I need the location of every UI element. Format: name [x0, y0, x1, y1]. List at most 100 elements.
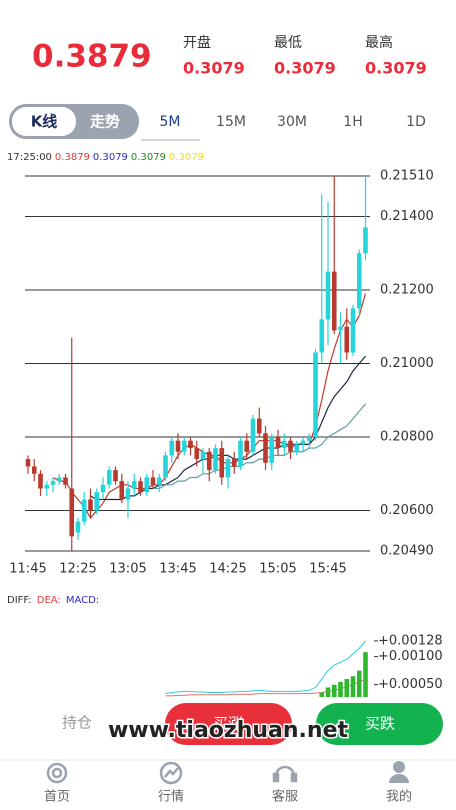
candle-body — [300, 440, 306, 445]
candle-body — [100, 484, 106, 493]
position-tab[interactable]: 持仓 — [62, 714, 92, 732]
current-price: 0.3879 — [32, 39, 152, 75]
info-value: 0.3879 — [55, 152, 90, 163]
candle-body — [219, 448, 225, 478]
toggle-active[interactable] — [12, 107, 76, 136]
candle-body — [169, 440, 175, 456]
candle-body — [231, 459, 237, 467]
toggle-option[interactable]: 走势 — [90, 113, 120, 131]
candle-body — [81, 499, 87, 522]
candle-body — [138, 481, 143, 493]
stat-value: 0.3079 — [365, 59, 427, 78]
candle-body — [44, 484, 50, 489]
candle-body — [94, 492, 100, 511]
legend-label: MACD: — [66, 595, 99, 606]
candle-body — [181, 440, 187, 452]
icon-service-ear — [290, 772, 298, 783]
period-tab[interactable]: 5M — [160, 114, 181, 130]
candle-body — [344, 326, 350, 353]
candle-body — [75, 521, 81, 533]
icon-service-ear — [272, 772, 280, 783]
nav-label[interactable]: 我的 — [386, 789, 412, 805]
icon-market-line — [164, 767, 179, 778]
watermark: www.tiaozhuan.net — [108, 718, 349, 743]
icon-home[interactable] — [46, 762, 68, 784]
moving-average — [52, 293, 367, 519]
candle-body — [244, 440, 250, 452]
candle-body — [263, 433, 268, 463]
x-tick-label: 13:45 — [159, 562, 196, 577]
info-time: 17:25:00 — [7, 152, 52, 163]
icon-market[interactable] — [159, 761, 183, 785]
legend-label: DIFF: — [7, 595, 32, 606]
icon-home-core — [51, 767, 63, 779]
candle-chart: 0.20490 0.20600 0.20800 0.21000 0.21200 0.214… — [9, 169, 434, 577]
candle-body — [294, 444, 300, 452]
buy-down-label[interactable]: 买跌 — [365, 715, 395, 733]
y-tick-label: +0.00050 — [378, 677, 443, 692]
x-tick-label: 15:05 — [259, 562, 296, 577]
candle-body — [194, 448, 200, 460]
candle-body — [31, 466, 37, 474]
info-value: 0.3079 — [131, 152, 166, 163]
x-tick-label: 11:45 — [9, 562, 46, 577]
icon-me[interactable] — [393, 761, 405, 773]
candle-body — [338, 326, 343, 331]
stat-value: 0.3079 — [274, 59, 336, 78]
toggle-option[interactable]: K线 — [31, 113, 58, 131]
macd-bar — [325, 687, 331, 697]
x-tick-label: 13:05 — [109, 562, 146, 577]
buy-up-label[interactable]: 买涨 — [213, 715, 243, 733]
info-value: 0.3079 — [169, 152, 204, 163]
candle-body — [119, 481, 125, 500]
y-tick-label: 0.21000 — [380, 356, 434, 371]
candle-body — [175, 440, 181, 452]
nav-label[interactable]: 行情 — [158, 790, 184, 805]
period-tab[interactable]: 1D — [406, 114, 426, 130]
icon-me-body — [389, 774, 409, 783]
candle-body — [56, 477, 62, 482]
macd-bar — [338, 681, 343, 697]
moving-average — [153, 403, 366, 490]
stat-value: 0.3079 — [183, 59, 245, 78]
candle-body — [331, 271, 337, 331]
candle-body — [319, 319, 325, 353]
macd-bar — [319, 692, 325, 697]
candle-body — [131, 481, 137, 489]
x-tick-label: 12:25 — [59, 562, 96, 577]
y-tick-label: 0.20800 — [380, 430, 434, 445]
candle-body — [275, 437, 281, 449]
candle-body — [256, 418, 262, 434]
x-tick-label: 14:25 — [209, 562, 246, 577]
period-tab[interactable]: 30M — [277, 114, 307, 130]
candle-body — [313, 352, 318, 438]
y-tick-label: +0.00128 — [378, 633, 443, 648]
candle-body — [213, 448, 218, 471]
candle-body — [50, 481, 56, 485]
macd-bar — [363, 652, 368, 697]
macd-bar — [350, 676, 356, 697]
y-tick-label: 0.20490 — [380, 544, 434, 559]
candle-body — [113, 470, 118, 482]
nav-label[interactable]: 客服 — [272, 789, 298, 805]
macd-bar — [331, 684, 337, 697]
candle-body — [206, 451, 212, 471]
candle-body — [281, 440, 287, 449]
buy-up-button[interactable] — [165, 703, 292, 745]
candle-body — [188, 440, 193, 449]
info-row: 17:25:00 0.3879 0.3079 0.3079 0.3079 — [7, 152, 204, 163]
candle-body — [238, 440, 243, 467]
period-tab[interactable]: 1H — [343, 114, 362, 130]
candle-body — [88, 499, 93, 511]
candle-body — [38, 473, 43, 489]
legend-label: DEA: — [37, 595, 61, 606]
info-value: 0.3079 — [93, 152, 128, 163]
period-tab[interactable]: 15M — [216, 114, 246, 130]
macd-bar — [356, 670, 362, 697]
stat-label: 最低 — [274, 35, 302, 51]
buy-down-button[interactable] — [316, 703, 443, 745]
candle-body — [25, 459, 31, 467]
nav-label[interactable]: 首页 — [44, 790, 70, 805]
